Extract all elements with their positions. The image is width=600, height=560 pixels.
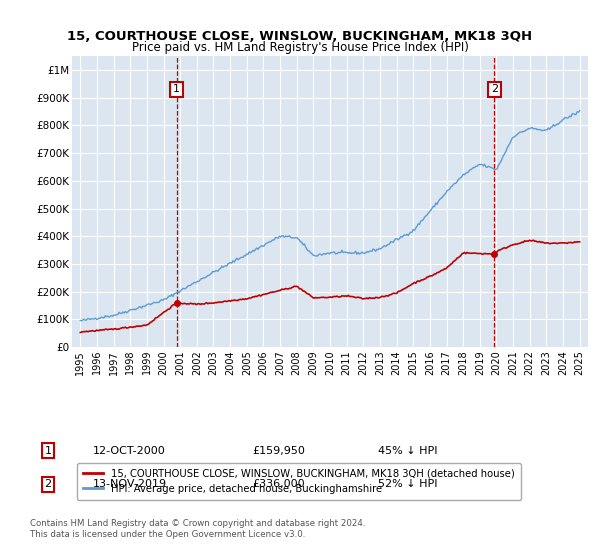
Text: 2: 2 (44, 479, 52, 489)
Text: £159,950: £159,950 (252, 446, 305, 456)
Text: 45% ↓ HPI: 45% ↓ HPI (378, 446, 437, 456)
Text: 52% ↓ HPI: 52% ↓ HPI (378, 479, 437, 489)
Text: Contains HM Land Registry data © Crown copyright and database right 2024.
This d: Contains HM Land Registry data © Crown c… (30, 520, 365, 539)
Text: 2: 2 (491, 85, 498, 94)
Text: 1: 1 (173, 85, 180, 94)
Text: 13-NOV-2019: 13-NOV-2019 (93, 479, 167, 489)
Text: £336,000: £336,000 (252, 479, 305, 489)
Text: 12-OCT-2000: 12-OCT-2000 (93, 446, 166, 456)
Text: Price paid vs. HM Land Registry's House Price Index (HPI): Price paid vs. HM Land Registry's House … (131, 41, 469, 54)
Text: 15, COURTHOUSE CLOSE, WINSLOW, BUCKINGHAM, MK18 3QH: 15, COURTHOUSE CLOSE, WINSLOW, BUCKINGHA… (67, 30, 533, 43)
Legend: 15, COURTHOUSE CLOSE, WINSLOW, BUCKINGHAM, MK18 3QH (detached house), HPI: Avera: 15, COURTHOUSE CLOSE, WINSLOW, BUCKINGHA… (77, 463, 521, 500)
Text: 1: 1 (44, 446, 52, 456)
